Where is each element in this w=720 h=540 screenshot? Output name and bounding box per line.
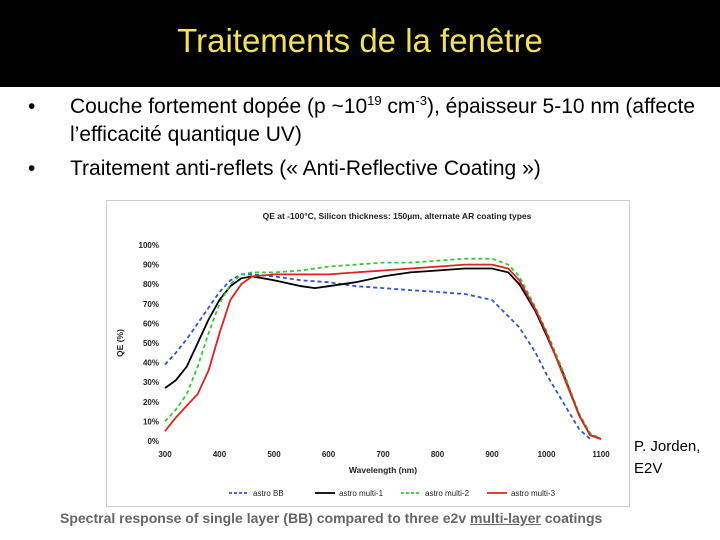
y-tick-label: 50% [143,339,159,348]
y-axis-label: QE (%) [115,329,125,357]
series-line-astro-BB [164,273,591,440]
credit-line-company: E2V [634,460,663,477]
x-tick-label: 500 [267,450,281,459]
y-tick-label: 20% [143,398,159,407]
y-tick-label: 30% [143,378,159,387]
x-tick-label: 900 [485,450,499,459]
y-tick-label: 10% [143,417,159,426]
bullet-item: • Couche fortement dopée (p ~1019 cm-3),… [28,93,708,149]
bullet-superscript-exponent: 19 [367,93,382,108]
x-tick-label: 1000 [538,450,556,459]
series-line-astro-multi-3 [164,263,602,440]
legend-label: astro multi-1 [339,489,384,498]
credit-line-author: P. Jorden, [634,438,701,455]
x-tick-label: 800 [431,450,445,459]
bullet-dot-icon: • [28,157,36,180]
bullet-superscript-unit: -3 [415,93,427,108]
legend-label: astro BB [253,489,284,498]
x-tick-label: 600 [322,450,336,459]
y-tick-label: 60% [143,319,159,328]
chart-title: QE at -100°C, Silicon thickness: 150µm, … [263,211,532,221]
slide-title: Traitements de la fenêtre [177,22,543,59]
bullet-text: Traitement anti-reflets (« Anti-Reflecti… [70,157,541,180]
figure-caption: Spectral response of single layer (BB) c… [60,510,602,526]
x-tick-label: 700 [376,450,390,459]
qe-chart-figure: QE at -100°C, Silicon thickness: 150µm, … [106,200,630,507]
bullet-text-mid: cm [381,95,416,118]
legend-label: astro multi-2 [425,489,470,498]
caption-link-text: multi-layer [470,510,541,526]
bullet-text-prefix: Couche fortement dopée (p ~10 [70,95,368,118]
y-tick-label: 90% [143,261,159,270]
qe-chart: QE at -100°C, Silicon thickness: 150µm, … [115,211,610,498]
y-tick-label: 40% [143,359,159,368]
y-tick-label: 70% [143,300,159,309]
bullet-dot-icon: • [28,95,36,118]
bullet-text-suffix: ), épaisseur 5-10 nm (affecte l’efficaci… [70,95,696,146]
y-tick-label: 100% [139,241,159,250]
bullet-item: • Traitement anti-reflets (« Anti-Reflec… [28,155,708,183]
bullet-list: • Couche fortement dopée (p ~1019 cm-3),… [28,93,708,189]
y-tick-label: 80% [143,280,159,289]
x-axis-label: Wavelength (nm) [349,465,417,475]
image-credit: P. Jorden, E2V [634,436,700,480]
caption-suffix: coatings [540,510,603,526]
legend-label: astro multi-3 [511,489,556,498]
x-tick-label: 300 [158,450,172,459]
y-tick-label: 0% [147,437,159,446]
x-tick-label: 400 [213,450,227,459]
x-tick-label: 1100 [592,450,610,459]
caption-prefix: Spectral response of single layer (BB) c… [60,510,471,526]
slide-title-bar [0,0,720,87]
